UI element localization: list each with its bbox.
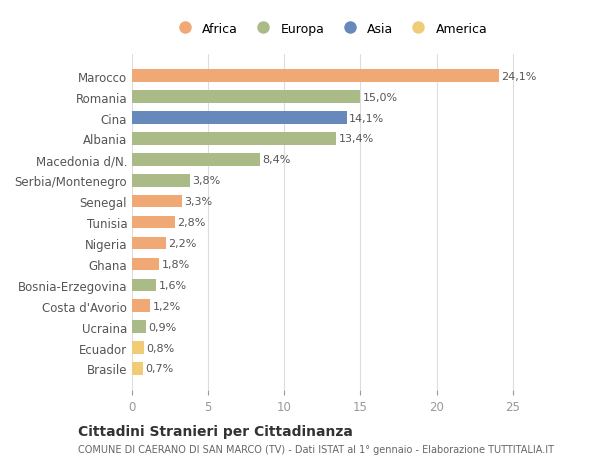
Text: 3,8%: 3,8%: [192, 176, 220, 186]
Bar: [132, 341, 144, 354]
Text: 0,8%: 0,8%: [146, 343, 175, 353]
Bar: [132, 300, 150, 312]
Text: 1,2%: 1,2%: [152, 301, 181, 311]
Legend: Africa, Europa, Asia, America: Africa, Europa, Asia, America: [167, 18, 493, 41]
Text: 14,1%: 14,1%: [349, 113, 384, 123]
Text: 15,0%: 15,0%: [363, 92, 398, 102]
Bar: [132, 363, 143, 375]
Bar: [132, 279, 157, 291]
Bar: [132, 196, 182, 208]
Text: 3,3%: 3,3%: [185, 197, 212, 207]
Bar: [132, 216, 175, 229]
Bar: [132, 321, 146, 333]
Text: 1,6%: 1,6%: [158, 280, 187, 290]
Bar: [132, 112, 347, 124]
Bar: [132, 133, 336, 146]
Bar: [132, 174, 190, 187]
Bar: [132, 70, 499, 83]
Text: 2,2%: 2,2%: [168, 239, 196, 248]
Text: 0,7%: 0,7%: [145, 364, 173, 374]
Text: 24,1%: 24,1%: [502, 72, 537, 82]
Text: 8,4%: 8,4%: [262, 155, 290, 165]
Text: COMUNE DI CAERANO DI SAN MARCO (TV) - Dati ISTAT al 1° gennaio - Elaborazione TU: COMUNE DI CAERANO DI SAN MARCO (TV) - Da…: [78, 444, 554, 454]
Bar: [132, 154, 260, 166]
Bar: [132, 258, 160, 271]
Text: 2,8%: 2,8%: [177, 218, 205, 228]
Text: 1,8%: 1,8%: [162, 259, 190, 269]
Text: 0,9%: 0,9%: [148, 322, 176, 332]
Bar: [132, 237, 166, 250]
Bar: [132, 91, 361, 104]
Text: Cittadini Stranieri per Cittadinanza: Cittadini Stranieri per Cittadinanza: [78, 425, 353, 438]
Text: 13,4%: 13,4%: [338, 134, 374, 144]
